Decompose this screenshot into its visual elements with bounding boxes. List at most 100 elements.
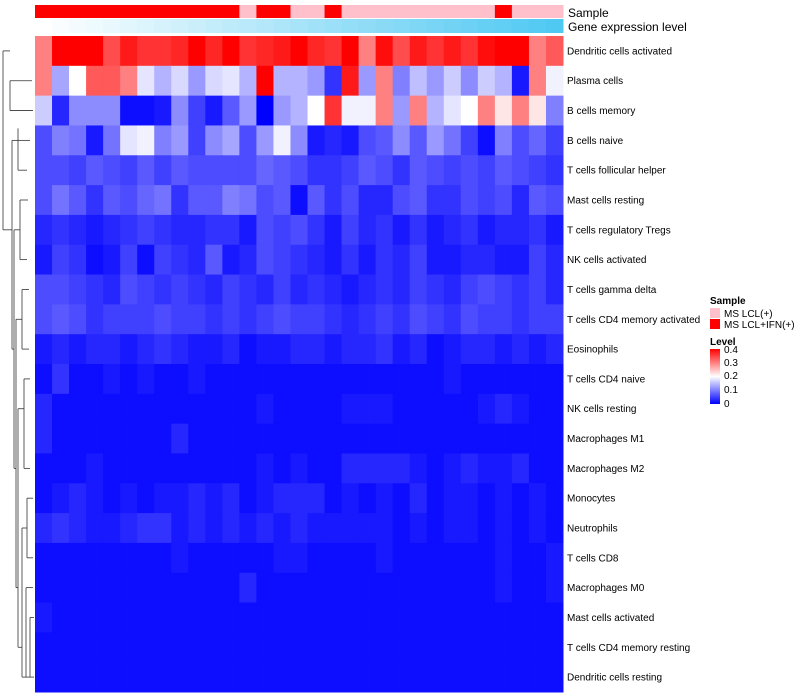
heatmap-cell xyxy=(426,334,445,365)
heatmap-cell xyxy=(290,453,309,484)
sample-annotation-bar xyxy=(35,5,564,18)
heatmap-cell xyxy=(324,244,343,276)
heatmap-cell xyxy=(460,244,479,276)
heatmap-cell xyxy=(171,572,189,604)
heatmap-cell xyxy=(52,513,70,544)
heatmap-cell xyxy=(239,513,257,544)
heatmap-cell xyxy=(443,602,462,633)
heatmap-cell xyxy=(494,453,513,484)
heatmap-cell xyxy=(35,334,53,365)
heatmap-cell xyxy=(307,513,326,544)
heatmap-cell xyxy=(443,513,462,544)
heatmap-cell xyxy=(69,214,87,246)
sample-annot-cell xyxy=(222,5,240,18)
heatmap-cell xyxy=(494,632,513,663)
heatmap-cell xyxy=(239,483,257,514)
heatmap-cell xyxy=(69,185,87,216)
sample-annot-cell xyxy=(120,5,138,18)
heatmap-cell xyxy=(443,214,462,246)
heatmap-cell xyxy=(52,304,70,335)
heatmap-cell xyxy=(137,155,155,186)
heatmap-cell xyxy=(256,542,274,574)
row-label: Mast cells resting xyxy=(567,196,644,207)
heatmap-cell xyxy=(69,65,87,97)
heatmap-cell xyxy=(273,423,291,454)
heatmap-cell xyxy=(443,662,462,693)
heatmap-cell xyxy=(171,214,189,246)
heatmap-cell xyxy=(188,602,206,633)
heatmap-cell xyxy=(341,572,360,604)
heatmap-cell xyxy=(171,125,189,156)
heatmap-cell xyxy=(324,304,343,335)
heatmap-cell xyxy=(290,602,309,633)
heatmap-cell xyxy=(69,662,87,693)
sample-annot-cell xyxy=(273,5,291,18)
heatmap-cell xyxy=(103,65,121,97)
sample-annot-cell xyxy=(307,5,326,18)
heatmap-cell xyxy=(222,304,240,335)
heatmap-cell xyxy=(103,125,121,156)
heatmap-cell xyxy=(52,36,70,67)
heatmap-cell xyxy=(35,185,53,216)
row-labels: Dendritic cells activated Plasma cells B c… xyxy=(567,46,700,683)
heatmap-cell xyxy=(290,542,309,574)
heatmap-cell xyxy=(205,274,223,305)
heatmap-cell xyxy=(239,36,257,67)
heatmap-cell xyxy=(392,214,411,246)
heatmap-cell xyxy=(460,423,479,454)
heatmap-cell xyxy=(494,393,513,425)
heatmap-cell xyxy=(273,572,291,604)
heatmap-cell xyxy=(290,125,309,156)
heatmap-cell xyxy=(86,274,104,305)
level-tick-0-1: 0.1 xyxy=(724,385,738,396)
legend-label-ms-lcl-ifn: MS LCL+IFN(+) xyxy=(724,320,795,331)
heatmap-cell xyxy=(409,155,428,186)
heatmap-cell xyxy=(511,542,530,574)
heatmap-cell xyxy=(222,572,240,604)
heatmap-cell xyxy=(409,36,428,67)
heatmap-cell xyxy=(409,423,428,454)
heatmap-cell xyxy=(358,214,377,246)
heatmap-cell xyxy=(494,602,513,633)
heatmap-cell xyxy=(426,304,445,335)
expression-annot-cell xyxy=(494,19,513,33)
heatmap-cell xyxy=(307,423,326,454)
heatmap-cell xyxy=(222,632,240,663)
heatmap-cell xyxy=(426,453,445,484)
heatmap-cell xyxy=(494,65,513,97)
row-label: Eosinophils xyxy=(567,345,618,356)
row-label: Mast cells activated xyxy=(567,613,654,624)
heatmap-cell xyxy=(528,185,547,216)
heatmap-cell xyxy=(86,542,104,574)
heatmap-cell xyxy=(511,95,530,126)
heatmap-cell xyxy=(171,453,189,484)
heatmap-cell xyxy=(545,602,564,633)
heatmap-cell xyxy=(86,95,104,126)
expression-annot-cell xyxy=(324,19,343,33)
legend-swatch-ms-lcl xyxy=(710,308,720,318)
heatmap-cell xyxy=(290,483,309,514)
heatmap-cell xyxy=(460,632,479,663)
heatmap-cell xyxy=(171,364,189,395)
heatmap-cell xyxy=(256,155,274,186)
heatmap-cell xyxy=(477,185,496,216)
heatmap-cell xyxy=(86,304,104,335)
heatmap-cell xyxy=(103,602,121,633)
heatmap-cell xyxy=(137,483,155,514)
heatmap-cell xyxy=(494,364,513,395)
heatmap-cell xyxy=(477,334,496,365)
row-label: NK cells resting xyxy=(567,404,636,415)
heatmap-cell xyxy=(443,364,462,395)
heatmap-cell xyxy=(375,36,394,67)
heatmap-cell xyxy=(358,155,377,186)
heatmap-cell xyxy=(307,304,326,335)
heatmap-cell xyxy=(188,244,206,276)
heatmap-cell xyxy=(307,155,326,186)
heatmap-cell xyxy=(69,95,87,126)
heatmap-cell xyxy=(409,632,428,663)
heatmap-cell xyxy=(324,274,343,305)
heatmap-cell xyxy=(222,95,240,126)
heatmap-cell xyxy=(52,244,70,276)
heatmap-cell xyxy=(511,572,530,604)
heatmap-cell xyxy=(239,632,257,663)
